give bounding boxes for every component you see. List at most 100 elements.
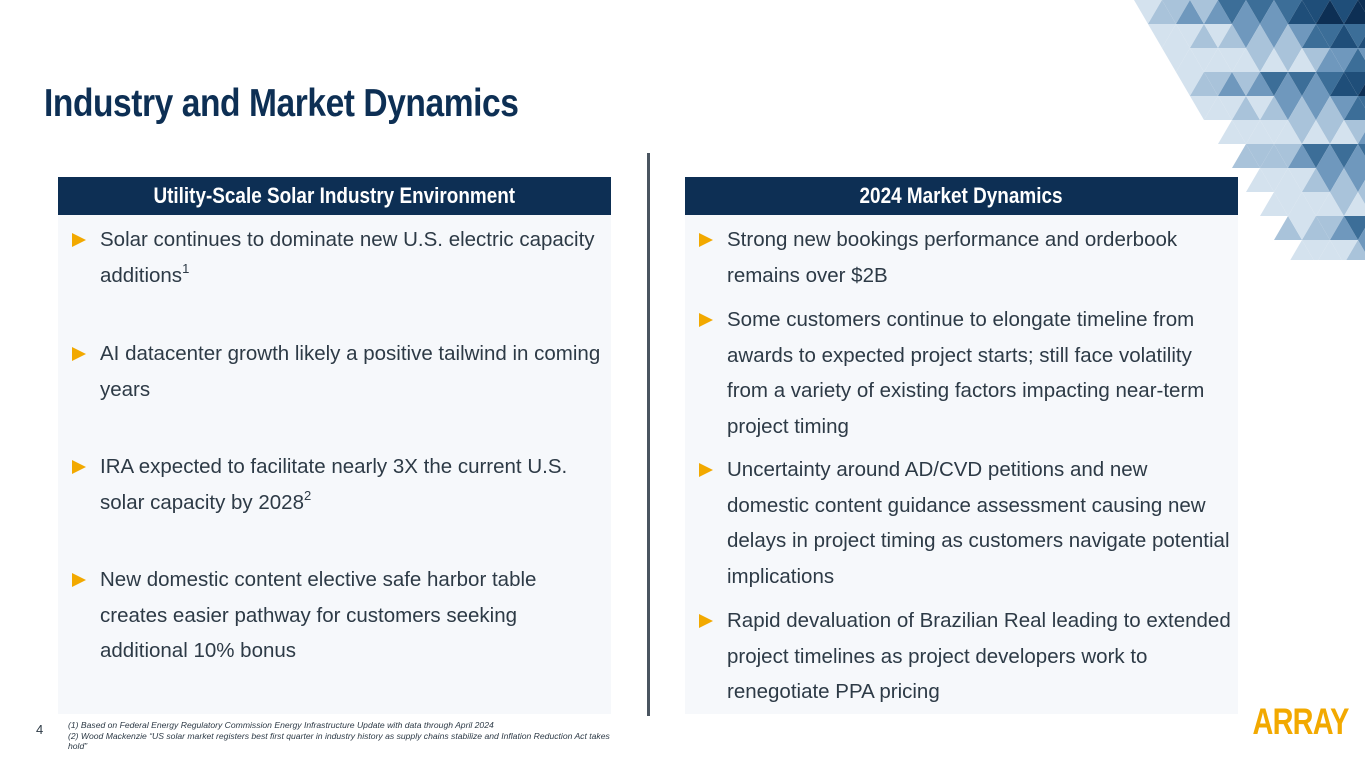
arrow-bullet-icon xyxy=(72,347,86,361)
decorative-triangle xyxy=(1358,96,1365,108)
slide-title: Industry and Market Dynamics xyxy=(44,82,519,125)
decorative-triangle xyxy=(1176,24,1204,48)
decorative-triangle xyxy=(1246,120,1274,144)
column-divider xyxy=(647,153,650,716)
decorative-triangle xyxy=(1162,48,1190,72)
decorative-triangle xyxy=(1204,48,1232,72)
decorative-triangle xyxy=(1232,48,1260,72)
decorative-triangle xyxy=(1344,72,1365,96)
decorative-triangle xyxy=(1330,48,1358,72)
decorative-triangle xyxy=(1358,132,1365,144)
decorative-triangle xyxy=(1330,96,1358,120)
decorative-triangle xyxy=(1274,144,1302,168)
decorative-triangle xyxy=(1316,96,1344,120)
decorative-triangle xyxy=(1232,72,1260,96)
decorative-triangle xyxy=(1190,96,1218,120)
array-logo: ARRAY xyxy=(1252,700,1350,744)
decorative-triangle xyxy=(1260,96,1288,120)
decorative-triangle xyxy=(1358,228,1365,240)
decorative-triangle xyxy=(1218,120,1246,144)
decorative-triangle xyxy=(1218,0,1246,24)
decorative-triangle xyxy=(1330,72,1358,96)
decorative-triangle xyxy=(1316,0,1344,24)
decorative-triangle xyxy=(1232,0,1260,24)
decorative-triangle xyxy=(1246,168,1274,192)
decorative-triangle xyxy=(1330,168,1358,192)
industry-environment-header-label: Utility-Scale Solar Industry Environment xyxy=(153,183,516,208)
decorative-triangle xyxy=(1344,24,1365,48)
decorative-triangle xyxy=(1330,120,1358,144)
decorative-triangle xyxy=(1290,240,1314,260)
decorative-triangle xyxy=(1344,48,1365,72)
footnote-marker: 2 xyxy=(303,487,312,503)
bullet-text: AI datacenter growth likely a positive t… xyxy=(100,342,601,401)
decorative-triangle xyxy=(1274,24,1302,48)
decorative-triangle xyxy=(1346,240,1365,260)
decorative-triangle xyxy=(1218,72,1246,96)
decorative-triangle xyxy=(1358,36,1365,48)
decorative-triangle xyxy=(1260,144,1288,168)
decorative-triangle xyxy=(1344,120,1365,144)
decorative-triangle xyxy=(1302,168,1330,192)
decorative-triangle xyxy=(1344,168,1365,192)
market-dynamics-header: 2024 Market Dynamics xyxy=(685,177,1238,215)
decorative-triangle xyxy=(1274,96,1302,120)
decorative-triangle xyxy=(1302,48,1330,72)
bullet-text: IRA expected to facilitate nearly 3X the… xyxy=(100,455,568,514)
decorative-triangle xyxy=(1288,168,1316,192)
decorative-triangle xyxy=(1358,180,1365,192)
list-item: Some customers continue to elongate time… xyxy=(699,302,1231,444)
footnote-1: (1) Based on Federal Energy Regulatory C… xyxy=(68,720,494,730)
arrow-bullet-icon xyxy=(72,573,86,587)
decorative-triangle xyxy=(1204,0,1232,24)
decorative-triangle xyxy=(1246,144,1274,168)
decorative-triangle xyxy=(1316,120,1344,144)
list-item: Strong new bookings performance and orde… xyxy=(699,222,1231,293)
decorative-triangle xyxy=(1288,192,1316,216)
decorative-triangle xyxy=(1246,48,1274,72)
decorative-triangle xyxy=(1288,96,1316,120)
decorative-triangle xyxy=(1358,144,1365,156)
decorative-triangle xyxy=(1358,192,1365,204)
decorative-triangle xyxy=(1344,192,1365,216)
decorative-triangle xyxy=(1330,192,1358,216)
decorative-triangle xyxy=(1190,0,1218,24)
decorative-triangle xyxy=(1190,48,1218,72)
decorative-triangle xyxy=(1260,192,1288,216)
decorative-triangle xyxy=(1288,48,1316,72)
decorative-triangle xyxy=(1274,168,1302,192)
list-item: Rapid devaluation of Brazilian Real lead… xyxy=(699,603,1231,710)
decorative-triangle xyxy=(1162,0,1190,24)
decorative-triangle xyxy=(1288,120,1316,144)
decorative-triangle xyxy=(1344,96,1365,120)
decorative-triangle xyxy=(1190,24,1218,48)
footnote-marker: 1 xyxy=(182,260,190,276)
arrow-bullet-icon xyxy=(72,233,86,247)
decorative-triangle xyxy=(1260,0,1288,24)
decorative-triangle xyxy=(1288,24,1316,48)
list-item: AI datacenter growth likely a positive t… xyxy=(72,336,604,407)
market-dynamics-header-label: 2024 Market Dynamics xyxy=(860,183,1063,208)
decorative-triangle xyxy=(1232,24,1260,48)
logo-wordmark: ARRAY xyxy=(1252,701,1350,742)
decorative-triangle xyxy=(1246,24,1274,48)
decorative-triangle xyxy=(1274,0,1302,24)
footnote-2: (2) Wood Mackenzie “US solar market regi… xyxy=(68,730,610,752)
bullet-text: Uncertainty around AD/CVD petitions and … xyxy=(727,458,1230,588)
decorative-triangle xyxy=(1274,120,1302,144)
decorative-triangle xyxy=(1330,24,1358,48)
decorative-triangle xyxy=(1358,48,1365,60)
decorative-triangle xyxy=(1232,144,1260,168)
industry-environment-panel: Utility-Scale Solar Industry Environment… xyxy=(58,177,611,714)
bullet-text: New domestic content elective safe harbo… xyxy=(100,568,537,662)
decorative-triangle xyxy=(1218,24,1246,48)
decorative-triangle xyxy=(1318,240,1342,260)
decorative-triangle xyxy=(1302,72,1330,96)
decorative-triangle xyxy=(1302,192,1330,216)
decorative-triangle xyxy=(1204,96,1232,120)
decorative-triangle xyxy=(1218,48,1246,72)
decorative-triangle xyxy=(1260,72,1288,96)
market-dynamics-panel: 2024 Market Dynamics Strong new bookings… xyxy=(685,177,1238,714)
list-item: Solar continues to dominate new U.S. ele… xyxy=(72,222,604,293)
decorative-triangle xyxy=(1148,24,1176,48)
